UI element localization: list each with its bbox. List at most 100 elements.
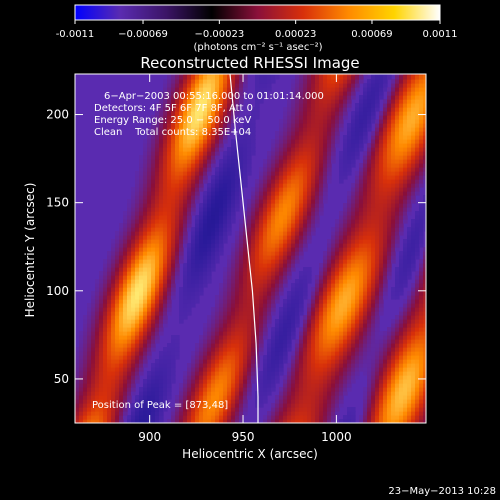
heatmap-cell [263,259,268,264]
heatmap-cell [255,179,260,184]
heatmap-cell [75,355,80,360]
heatmap-cell [187,259,192,264]
heatmap-cell [147,159,152,164]
heatmap-cell [259,347,264,352]
heatmap-cell [95,415,100,420]
heatmap-cell [423,167,426,172]
heatmap-cell [299,375,304,380]
heatmap-cell [299,179,304,184]
heatmap-cell [339,223,344,228]
heatmap-cell [291,171,296,176]
heatmap-cell [347,195,352,200]
heatmap-cell [207,267,212,272]
heatmap-cell [343,419,348,423]
heatmap-cell [75,371,80,376]
heatmap-cell [103,259,108,264]
heatmap-cell [115,279,120,284]
heatmap-cell [391,243,396,248]
heatmap-cell [139,407,144,412]
heatmap-cell [159,303,164,308]
heatmap-cell [299,175,304,180]
heatmap-cell [179,395,184,400]
heatmap-cell [355,243,360,248]
heatmap-cell [135,203,140,208]
heatmap-cell [203,403,208,408]
heatmap-cell [119,363,124,368]
heatmap-cell [99,283,104,288]
heatmap-cell [383,219,388,224]
heatmap-cell [131,411,136,416]
heatmap-cell [255,331,260,336]
heatmap-cell [379,403,384,408]
heatmap-cell [251,223,256,228]
heatmap-cell [395,295,400,300]
heatmap-cell [375,267,380,272]
heatmap-cell [271,271,276,276]
heatmap-cell [243,271,248,276]
heatmap-cell [315,159,320,164]
heatmap-cell [143,343,148,348]
heatmap-cell [299,215,304,220]
heatmap-cell [323,195,328,200]
heatmap-cell [175,163,180,168]
heatmap-cell [307,359,312,364]
heatmap-cell [131,255,136,260]
heatmap-cell [279,319,284,324]
heatmap-cell [203,275,208,280]
heatmap-cell [107,287,112,292]
heatmap-cell [223,183,228,188]
heatmap-cell [367,343,372,348]
heatmap-cell [415,403,420,408]
heatmap-cell [311,335,316,340]
heatmap-cell [255,279,260,284]
heatmap-cell [147,343,152,348]
heatmap-cell [379,311,384,316]
heatmap-cell [299,311,304,316]
heatmap-cell [411,347,416,352]
heatmap-cell [235,283,240,288]
heatmap-cell [239,259,244,264]
heatmap-cell [343,163,348,168]
heatmap-cell [107,375,112,380]
heatmap-cell [299,359,304,364]
heatmap-cell [111,375,116,380]
heatmap-cell [135,283,140,288]
heatmap-cell [159,283,164,288]
heatmap-cell [243,371,248,376]
heatmap-cell [159,239,164,244]
heatmap-cell [271,419,276,423]
heatmap-cell [151,307,156,312]
heatmap-cell [203,143,208,148]
heatmap-cell [399,267,404,272]
heatmap-cell [191,415,196,420]
heatmap-cell [135,267,140,272]
heatmap-cell [287,419,292,423]
heatmap-cell [231,279,236,284]
heatmap-cell [347,387,352,392]
heatmap-cell [195,231,200,236]
heatmap-cell [311,375,316,380]
heatmap-cell [343,211,348,216]
heatmap-cell [199,371,204,376]
heatmap-cell [199,147,204,152]
heatmap-cell [407,171,412,176]
heatmap-cell [183,375,188,380]
heatmap-cell [415,275,420,280]
heatmap-cell [211,339,216,344]
heatmap-cell [399,199,404,204]
heatmap-cell [387,155,392,160]
heatmap-cell [283,191,288,196]
heatmap-cell [95,299,100,304]
heatmap-cell [123,263,128,268]
heatmap-cell [151,395,156,400]
heatmap-cell [155,147,160,152]
heatmap-cell [251,215,256,220]
heatmap-cell [319,335,324,340]
heatmap-cell [331,359,336,364]
heatmap-cell [275,279,280,284]
heatmap-cell [291,151,296,156]
heatmap-cell [295,395,300,400]
heatmap-cell [231,327,236,332]
heatmap-cell [215,151,220,156]
heatmap-cell [171,187,176,192]
